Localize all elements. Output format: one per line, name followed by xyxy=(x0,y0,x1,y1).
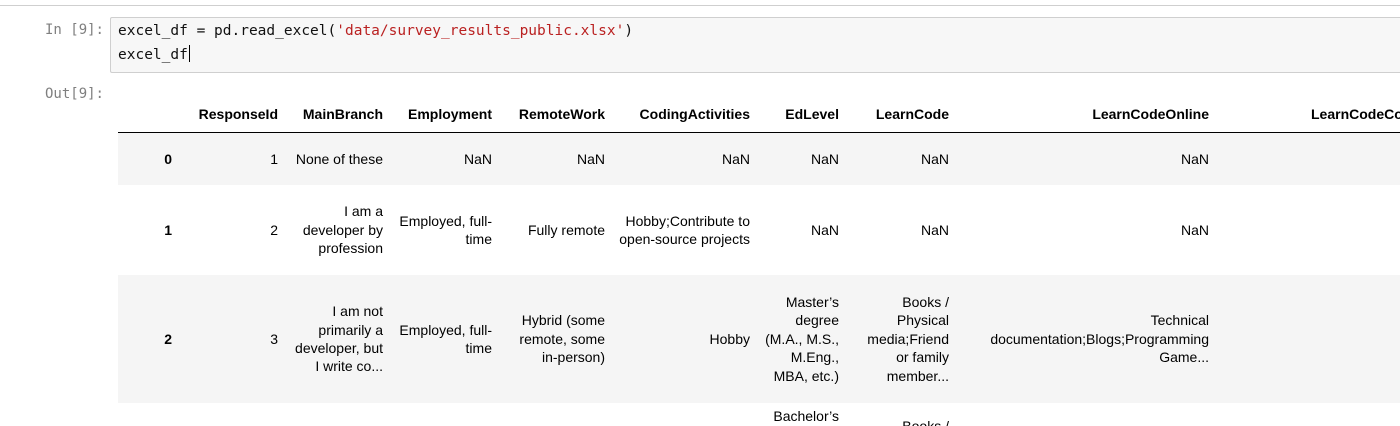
table-row: Bachelor’s Books / xyxy=(118,403,1400,426)
table-cell: NaN xyxy=(721,150,750,167)
table-cell: None of these xyxy=(295,150,383,167)
column-header: Employment xyxy=(389,96,498,133)
table-cell: Hybrid (some remote, some in-person) xyxy=(519,312,605,366)
table-row: 2 3 I am not primarily a developer, but … xyxy=(118,275,1400,403)
output-prompt: Out[9]: xyxy=(44,86,104,102)
table-cell: NaN xyxy=(463,150,492,167)
dataframe-output[interactable]: ResponseId MainBranch Employment RemoteW… xyxy=(118,96,1400,426)
table-cell: NaN xyxy=(920,221,949,238)
table-row: 1 2 I am a developer by profession Emplo… xyxy=(118,185,1400,275)
table-cell: NaN xyxy=(1180,221,1209,238)
table-cell xyxy=(178,403,284,426)
code-call: excel_df = pd.read_excel( xyxy=(118,23,337,39)
text-cursor xyxy=(188,45,190,62)
table-cell: NaN xyxy=(810,221,839,238)
table-cell: 3 xyxy=(270,330,278,347)
toolbar-divider xyxy=(0,0,1400,6)
table-cell: Hobby xyxy=(709,330,750,347)
table-cell: 2 xyxy=(270,221,278,238)
table-cell xyxy=(498,403,611,426)
table-cell xyxy=(955,403,1215,426)
table-cell xyxy=(389,403,498,426)
column-header: LearnCode xyxy=(845,96,955,133)
column-header: LearnCodeOnline xyxy=(955,96,1215,133)
table-cell xyxy=(1215,185,1400,275)
dataframe-table: ResponseId MainBranch Employment RemoteW… xyxy=(118,96,1400,426)
code-string-literal: 'data/survey_results_public.xlsx' xyxy=(336,23,625,39)
table-cell: Master’s degree (M.A., M.S., M.Eng., MBA… xyxy=(765,293,839,384)
table-cell: NaN xyxy=(920,150,949,167)
index-header xyxy=(118,96,178,133)
column-header: ResponseId xyxy=(178,96,284,133)
table-cell: Books / Physical media;Friend or family … xyxy=(867,293,949,384)
table-cell xyxy=(611,403,756,426)
table-cell: Hobby;Contribute to open-source projects xyxy=(619,212,750,247)
table-cell xyxy=(1215,275,1400,403)
row-index: 0 xyxy=(164,150,172,167)
column-header: CodingActivities xyxy=(611,96,756,133)
table-cell: I am a developer by profession xyxy=(302,203,383,257)
input-prompt: In [9]: xyxy=(44,22,104,38)
table-cell: Employed, full-time xyxy=(399,321,492,356)
code-close-paren: ) xyxy=(624,23,634,39)
row-index: 1 xyxy=(164,221,172,238)
code-line-1: excel_df = pd.read_excel('data/survey_re… xyxy=(118,23,633,39)
table-cell: I am not primarily a developer, but I wr… xyxy=(295,303,383,375)
code-cell-editor[interactable]: excel_df = pd.read_excel('data/survey_re… xyxy=(110,17,1400,73)
table-cell: NaN xyxy=(1180,150,1209,167)
column-header: RemoteWork xyxy=(498,96,611,133)
column-header: LearnCodeCo xyxy=(1215,96,1400,133)
row-index: 2 xyxy=(164,330,172,347)
table-cell: NaN xyxy=(576,150,605,167)
column-header: MainBranch xyxy=(284,96,389,133)
table-row: 0 1 None of these NaN NaN NaN NaN NaN Na… xyxy=(118,132,1400,185)
header-row: ResponseId MainBranch Employment RemoteW… xyxy=(118,96,1400,133)
table-cell: 1 xyxy=(270,150,278,167)
code-variable: excel_df xyxy=(118,47,188,63)
table-cell: NaN xyxy=(810,150,839,167)
column-header: EdLevel xyxy=(756,96,845,133)
table-cell xyxy=(1215,403,1400,426)
code-line-2: excel_df xyxy=(118,45,190,63)
table-cell: Employed, full-time xyxy=(399,212,492,247)
table-cell: Books / xyxy=(902,418,949,426)
table-cell xyxy=(284,403,389,426)
row-index xyxy=(118,403,178,426)
table-cell: Bachelor’s xyxy=(773,408,839,424)
table-cell: Fully remote xyxy=(527,221,605,238)
table-cell xyxy=(1215,132,1400,185)
table-cell: Technical documentation;Blogs;Programmin… xyxy=(990,312,1209,366)
